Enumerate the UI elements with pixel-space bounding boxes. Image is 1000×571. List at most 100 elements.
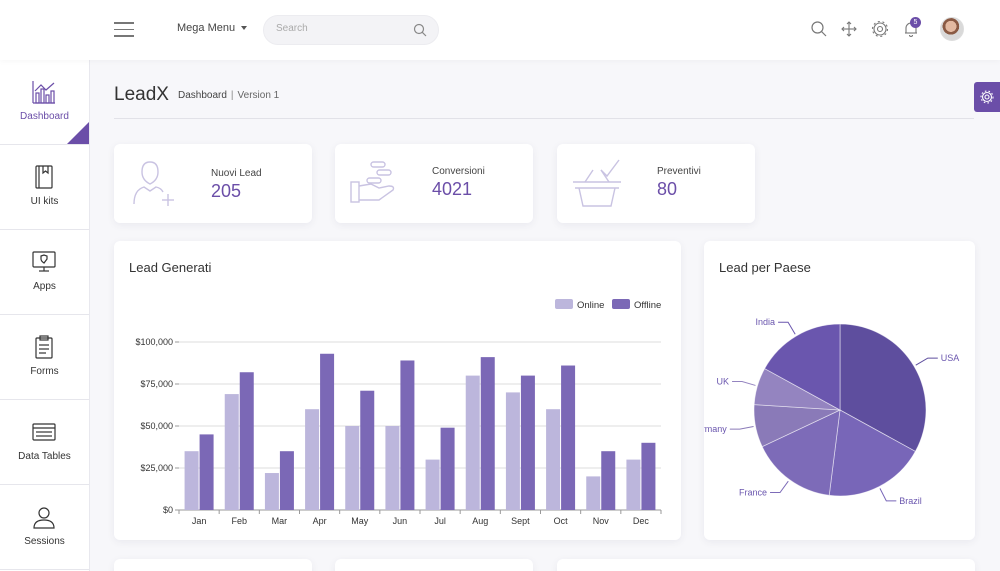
pie-label: India (756, 317, 776, 327)
legend-label-online: Online (577, 300, 604, 311)
card-title: Lead Generati (129, 260, 212, 275)
pie-label: USA (941, 353, 960, 363)
avatar[interactable] (940, 17, 964, 41)
pie-slice-usa (839, 323, 927, 452)
monitor-icon (32, 251, 56, 272)
legend-swatch-online (555, 299, 573, 309)
stat-card-conversioni: Conversioni 4021 (335, 144, 533, 223)
x-tick-label: May (351, 516, 369, 526)
x-tick-label: Apr (313, 516, 327, 526)
hamburger-menu-icon[interactable] (114, 22, 134, 38)
breadcrumb-current[interactable]: Dashboard (178, 90, 227, 101)
x-tick-label: Feb (231, 516, 247, 526)
sidebar-item-apps[interactable]: Apps (0, 230, 89, 315)
bar-online (465, 375, 480, 510)
sidebar-item-label: Apps (33, 281, 56, 292)
lead-per-paese-card: Lead per Paese USA Brazil France Germany UK I… (704, 241, 975, 540)
bar-offline (360, 390, 375, 510)
sidebar-item-dashboard[interactable]: Dashboard (0, 60, 89, 145)
stat-value: 4021 (432, 179, 473, 199)
y-tick-label: $50,000 (140, 421, 173, 431)
mega-menu-dropdown[interactable]: Mega Menu (177, 22, 248, 34)
pie-label: Germany (704, 424, 727, 434)
pie-leader-line (778, 321, 796, 335)
sidebar-item-label: Sessions (24, 536, 65, 547)
y-tick-label: $100,000 (135, 337, 173, 347)
y-tick-label: $75,000 (140, 379, 173, 389)
pie-slice-brazil (828, 409, 916, 497)
stat-card-preventivi: Preventivi 80 (557, 144, 755, 223)
pie-label: UK (717, 377, 730, 387)
bar-offline (239, 372, 254, 510)
sidebar-item-label: UI kits (30, 196, 59, 207)
bar-offline (561, 365, 576, 510)
bar-offline (400, 360, 415, 510)
sidebar-item-data-tables[interactable]: Data Tables (0, 400, 89, 485)
pie-leader-line (729, 425, 754, 430)
sidebar-item-forms[interactable]: Forms (0, 315, 89, 400)
search-icon[interactable] (413, 23, 427, 37)
pie-label: France (739, 488, 767, 498)
legend-swatch-offline (612, 299, 630, 309)
bar-offline (199, 434, 214, 510)
stat-value: 80 (657, 179, 678, 199)
bar-offline (641, 442, 656, 510)
book-icon (35, 165, 53, 189)
sidebar-item-label: Data Tables (18, 451, 71, 462)
bar-online (184, 451, 199, 510)
clipboard-icon (35, 335, 53, 359)
pie-slice-france (761, 409, 841, 496)
search-icon[interactable] (810, 20, 828, 38)
x-tick-label: Oct (554, 516, 569, 526)
breadcrumb-separator: | (230, 90, 234, 101)
pie-leader-line (732, 381, 756, 386)
fullscreen-arrows-icon[interactable] (840, 20, 858, 38)
user-icon (33, 507, 55, 529)
bar-online (345, 426, 360, 510)
bottom-card (557, 559, 975, 571)
legend-label-offline: Offline (634, 300, 661, 311)
sidebar-item-ui-kits[interactable]: UI kits (0, 145, 89, 230)
y-tick-label: $0 (163, 505, 173, 515)
bar-offline (320, 353, 335, 510)
add-user-icon (133, 161, 174, 206)
bar-offline (520, 375, 535, 510)
card-title: Lead per Paese (719, 260, 811, 275)
pie-chart-clip: USA Brazil France Germany UK India (704, 241, 975, 540)
header-divider (114, 118, 974, 119)
sidebar: Dashboard UI kits Apps Forms Data Tables… (0, 60, 90, 571)
pie-chart: USA Brazil France Germany UK India (704, 317, 960, 506)
x-tick-label: Aug (472, 516, 488, 526)
bar-offline (279, 451, 294, 510)
bar-online (264, 473, 279, 510)
x-tick-label: Jul (434, 516, 446, 526)
stat-label: Nuovi Lead (211, 168, 262, 179)
theme-settings-button[interactable] (974, 82, 1000, 112)
bar-online (425, 459, 440, 510)
sidebar-item-label: Dashboard (20, 111, 69, 122)
bar-online (546, 409, 561, 510)
bar-online (586, 476, 601, 510)
active-corner-marker (67, 122, 89, 144)
bar-offline (480, 357, 495, 510)
stat-label: Preventivi (657, 166, 701, 177)
bottom-card (114, 559, 312, 571)
bar-online (626, 459, 641, 510)
stat-label: Conversioni (432, 166, 485, 177)
gear-icon[interactable] (871, 20, 889, 38)
x-tick-label: Sept (511, 516, 530, 526)
top-bar: Mega Menu 5 (0, 0, 1000, 60)
stat-value: 205 (211, 181, 242, 201)
caret-down-icon (241, 26, 248, 31)
basket-check-icon (573, 159, 621, 207)
sidebar-item-sessions[interactable]: Sessions (0, 485, 89, 570)
bar-online (385, 426, 400, 510)
x-tick-label: Jan (192, 516, 207, 526)
bottom-card (335, 559, 533, 571)
bar-chart-icon (32, 81, 55, 104)
bar-offline (440, 427, 455, 510)
search-input[interactable] (276, 23, 406, 34)
y-tick-label: $25,000 (140, 463, 173, 473)
x-tick-label: Mar (272, 516, 288, 526)
notification-badge: 5 (910, 17, 921, 28)
